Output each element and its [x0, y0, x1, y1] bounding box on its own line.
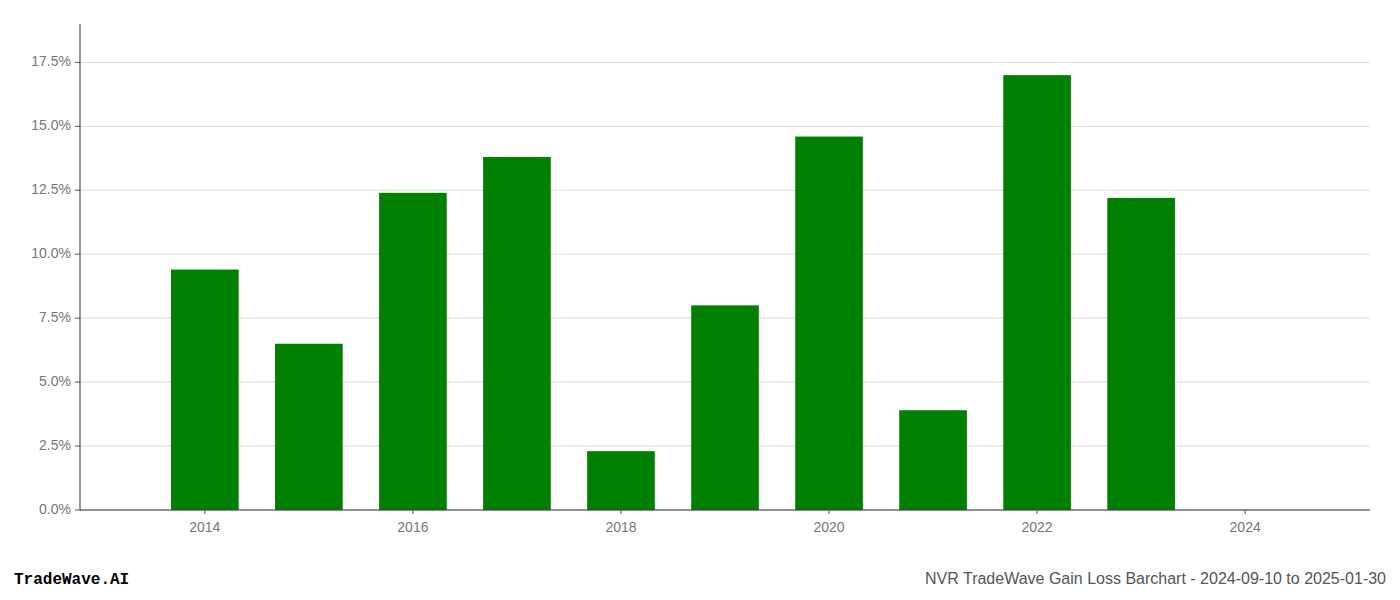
y-tick-label: 12.5%	[31, 181, 71, 197]
chart: 0.0% 2.5% 5.0% 7.5% 10.0% 12.5% 15.0% 17.5% 2014…	[0, 0, 1400, 600]
y-tick	[75, 190, 80, 191]
x-tick	[620, 510, 621, 514]
grid-line	[80, 190, 1370, 191]
y-tick	[75, 382, 80, 383]
y-axis: 0.0% 2.5% 5.0% 7.5% 10.0% 12.5% 15.0% 17.5%	[31, 53, 1370, 517]
bar	[1107, 198, 1175, 510]
y-tick-label: 10.0%	[31, 245, 71, 261]
x-axis-line	[80, 510, 1370, 511]
bar	[587, 451, 655, 510]
y-tick-label: 5.0%	[39, 373, 71, 389]
bar	[899, 410, 967, 510]
x-tick-label: 2018	[605, 519, 636, 535]
x-tick-label: 2022	[1022, 519, 1053, 535]
y-tick	[75, 126, 80, 127]
y-tick	[75, 446, 80, 447]
footer-annotation: TradeWave.AI	[14, 571, 129, 589]
y-tick-label: 0.0%	[39, 501, 71, 517]
y-tick	[75, 510, 80, 511]
bar	[795, 137, 863, 510]
x-tick-label: 2020	[813, 519, 844, 535]
y-tick	[75, 318, 80, 319]
bar	[483, 157, 551, 510]
bars	[171, 75, 1175, 510]
x-tick-label: 2024	[1230, 519, 1261, 535]
x-axis: 2014 2016 2018 2020 2022 2024	[189, 510, 1261, 535]
grid-line	[80, 254, 1370, 255]
x-tick-label: 2014	[189, 519, 220, 535]
bar	[1003, 75, 1071, 510]
y-tick	[75, 254, 80, 255]
title: NVR TradeWave Gain Loss Barchart - 2024-…	[925, 570, 1386, 587]
grid-line	[80, 62, 1370, 63]
y-tick-label: 17.5%	[31, 53, 71, 69]
y-tick-label: 7.5%	[39, 309, 71, 325]
x-tick	[1037, 510, 1038, 514]
x-tick	[1245, 510, 1246, 514]
y-tick	[75, 62, 80, 63]
grid-line	[80, 126, 1370, 127]
bar	[691, 305, 759, 510]
x-tick	[829, 510, 830, 514]
bar	[379, 193, 447, 510]
y-tick-label: 2.5%	[39, 437, 71, 453]
x-tick-label: 2016	[397, 519, 428, 535]
y-axis-line	[80, 24, 81, 510]
y-tick-label: 15.0%	[31, 117, 71, 133]
bar	[275, 344, 343, 510]
x-tick	[412, 510, 413, 514]
x-tick	[204, 510, 205, 514]
bar	[171, 270, 239, 510]
grid-line	[80, 510, 1370, 511]
